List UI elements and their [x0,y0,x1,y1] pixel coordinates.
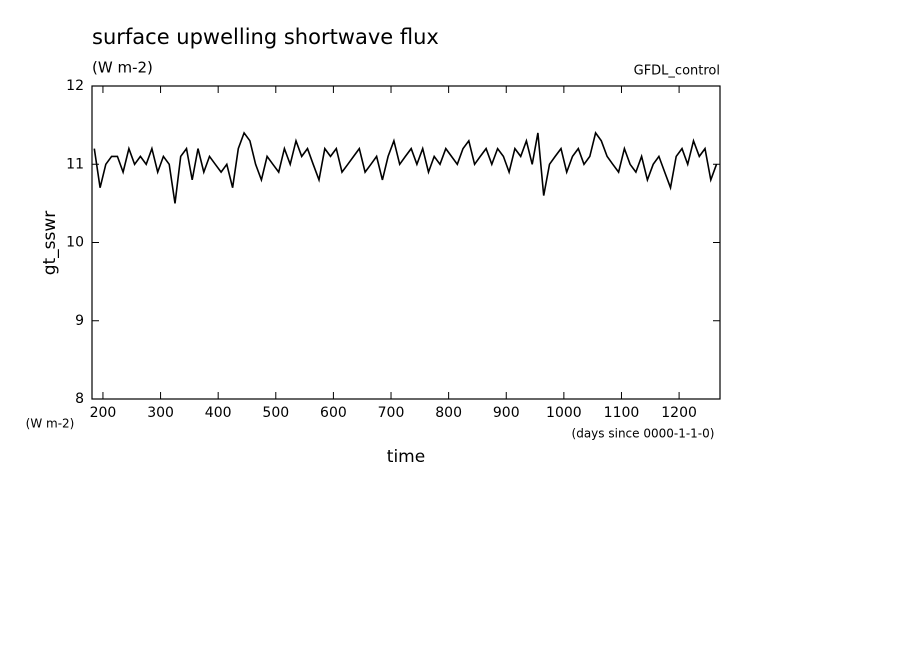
x-tick-label: 600 [320,405,347,421]
x-axis-label: time [387,447,425,467]
x-tick-label: 1000 [546,405,582,421]
dataset-label: GFDL_control [634,64,720,79]
y-tick-label: 9 [75,313,84,329]
x-tick-label: 700 [378,405,405,421]
data-line [93,131,718,204]
x-tick-label: 900 [493,405,520,421]
x-tick-label: 300 [147,405,174,421]
x-tick-label: 1200 [661,405,697,421]
y-tick-label: 12 [66,78,84,94]
x-tick-label: 800 [435,405,462,421]
x-tick-label: 1100 [604,405,640,421]
x-tick-label: 400 [205,405,232,421]
x-tick-label: 200 [90,405,117,421]
x-tick-label: 500 [262,405,289,421]
y-tick-label: 11 [66,156,84,172]
y-axis-label: gt_sswr [40,211,60,276]
x-units: (days since 0000-1-1-0) [572,427,715,441]
y-units: (W m-2) [26,417,75,431]
y-tick-label: 8 [75,391,84,407]
chart-subtitle: (W m-2) [92,59,153,77]
chart-title: surface upwelling shortwave flux [92,25,439,49]
plot-frame [91,85,721,400]
y-tick-label: 10 [66,235,84,251]
